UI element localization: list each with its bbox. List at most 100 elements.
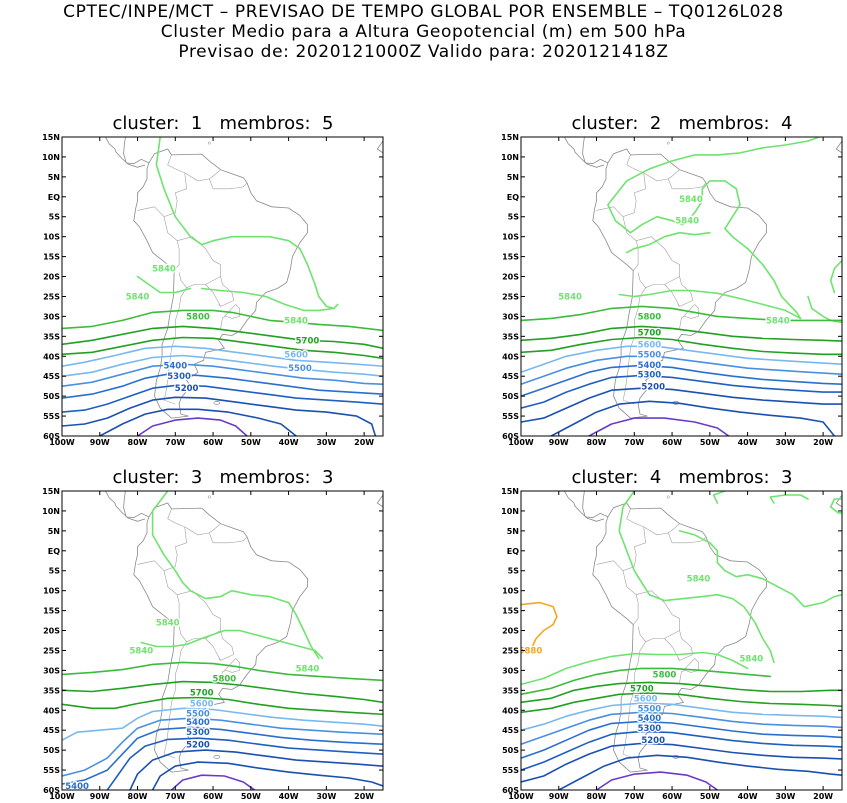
contour-label: 5200	[641, 736, 665, 746]
contour-label: 5840	[675, 217, 699, 227]
lat-label: 55S	[43, 766, 60, 775]
contour-line	[521, 364, 842, 397]
map-frame	[520, 136, 843, 437]
contour-line	[136, 417, 248, 436]
map-background	[521, 491, 842, 790]
lat-label: 5N	[507, 173, 519, 182]
country-border	[137, 206, 155, 211]
country-border	[622, 287, 646, 405]
contour-line	[521, 720, 842, 759]
lon-label: 30W	[775, 792, 795, 801]
lat-label: 15N	[42, 133, 60, 142]
lat-label: 25S	[43, 646, 60, 655]
lat-label: 10S	[502, 587, 519, 596]
contour-line	[521, 730, 842, 771]
lat-label: 15N	[42, 487, 60, 496]
lon-label: 20W	[354, 438, 374, 447]
panel-1-title: cluster: 1 membros: 5	[112, 113, 334, 134]
contour-line	[170, 774, 256, 790]
contour-line	[625, 231, 711, 254]
contour-line	[200, 287, 335, 312]
country-border	[163, 570, 180, 625]
map-frame	[61, 136, 384, 437]
lat-label: 40S	[502, 706, 519, 715]
lat-label: 35S	[43, 686, 60, 695]
contour-line	[521, 692, 842, 714]
contour-label: 5840	[284, 316, 308, 326]
contour-label: 5840	[558, 292, 582, 302]
contour-label: 5200	[641, 383, 665, 393]
lat-label: 20S	[502, 273, 519, 282]
contour-line	[595, 771, 719, 790]
lat-label: 45S	[43, 726, 60, 735]
contour-label: 5840	[766, 316, 790, 326]
subtitle-variable: Cluster Medio para a Altura Geopotencial…	[160, 22, 687, 42]
contour-label: 5600	[284, 350, 308, 360]
contour-line	[62, 325, 383, 350]
panel-3-title: cluster: 3 membros: 3	[112, 467, 334, 488]
contour-line	[521, 667, 771, 696]
map-panel-3: 5840584058405800570056005500540053005200…	[42, 487, 384, 801]
central-america-coastline	[563, 137, 609, 168]
country-border	[224, 304, 236, 317]
lat-label: 15S	[43, 607, 60, 616]
island	[626, 478, 628, 480]
contour-line	[521, 651, 749, 686]
contour-label: 5200	[175, 384, 199, 394]
contour-line	[618, 491, 775, 664]
lon-label: 90W	[549, 792, 569, 801]
lon-label: 20W	[813, 792, 833, 801]
falkland-islands	[213, 755, 221, 759]
contour-line	[618, 289, 802, 320]
contour-label: 5700	[296, 336, 320, 346]
lon-label: 70W	[165, 438, 185, 447]
country-border	[679, 658, 699, 683]
island	[167, 124, 169, 126]
lon-label: 60W	[203, 792, 223, 801]
lat-label: 30S	[502, 666, 519, 675]
africa-coastline	[835, 494, 842, 519]
island	[648, 124, 650, 126]
contour-label: 5300	[167, 372, 191, 382]
map-background	[62, 491, 383, 790]
contour-label: 5400	[638, 361, 662, 371]
lat-label: 55S	[502, 412, 519, 421]
contour-line	[521, 325, 842, 342]
contour-line	[62, 661, 383, 682]
country-border	[622, 570, 639, 625]
lat-label: 60S	[502, 786, 519, 795]
main-title: CPTEC/INPE/MCT – PREVISAO DE TEMPO GLOBA…	[63, 2, 784, 22]
contour-label: 5840	[740, 654, 764, 664]
lat-label: 40S	[502, 352, 519, 361]
lon-label: 50W	[700, 438, 720, 447]
country-border	[613, 508, 646, 572]
contour-line	[62, 726, 383, 785]
contour-label: 5200	[186, 741, 210, 751]
contour-line	[151, 761, 383, 790]
country-border	[205, 638, 221, 661]
island	[665, 134, 667, 136]
country-border	[622, 641, 646, 759]
lon-label: 100W	[508, 438, 534, 447]
lon-label: 70W	[624, 438, 644, 447]
lat-label: 15N	[501, 487, 519, 496]
lat-label: 60S	[502, 432, 519, 441]
country-border	[220, 658, 240, 683]
contour-line	[712, 491, 726, 504]
contour-line	[678, 530, 842, 608]
lat-label: 55S	[502, 766, 519, 775]
lat-label: 50S	[502, 392, 519, 401]
map-background	[62, 137, 383, 436]
lat-label: 45S	[43, 372, 60, 381]
island	[206, 488, 208, 490]
contour-line	[106, 737, 383, 790]
panel-2-title: cluster: 2 membros: 4	[571, 113, 793, 134]
lat-label: EQ	[48, 193, 60, 202]
contour-label: 5600	[634, 694, 658, 704]
contour-line	[521, 345, 842, 373]
contour-line	[140, 629, 324, 660]
lat-label: 35S	[43, 332, 60, 341]
lon-label: 60W	[662, 438, 682, 447]
lon-label: 80W	[587, 792, 607, 801]
